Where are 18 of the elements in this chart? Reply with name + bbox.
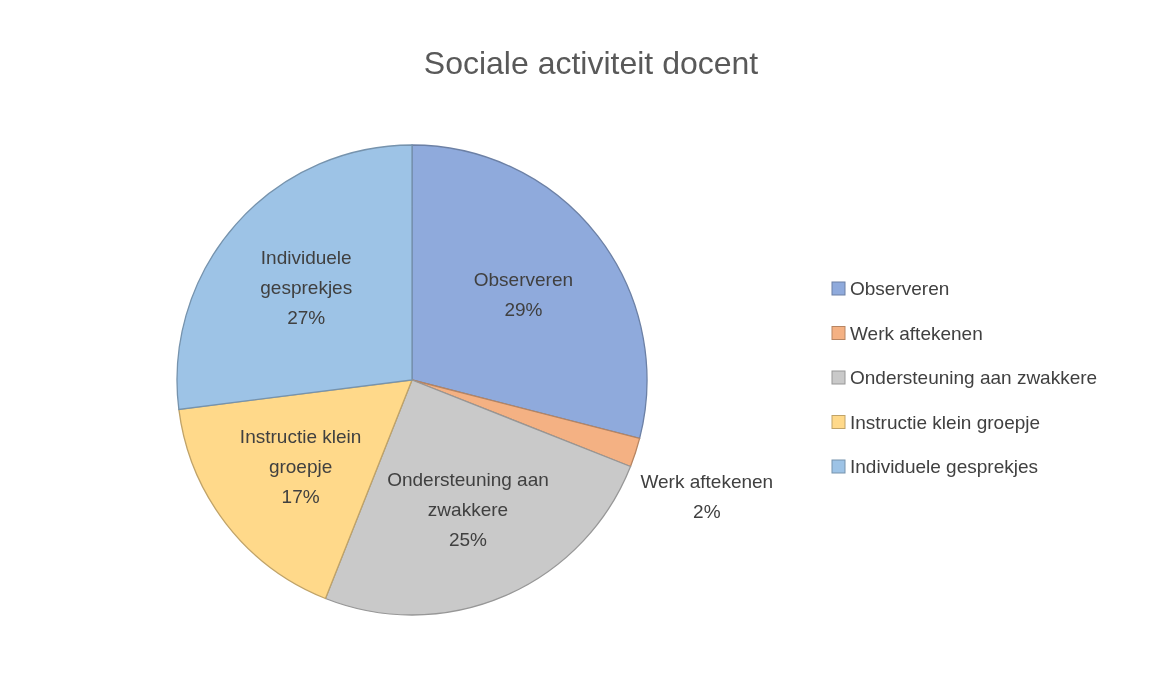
slice-label: Instructie klein groepje: [239, 426, 362, 478]
data-label: 27%: [287, 306, 326, 328]
legend-label: Observeren: [850, 278, 950, 299]
legend-label: Instructie klein groepje: [850, 411, 1041, 433]
legend-label: Individuele gesprekjes: [850, 456, 1039, 477]
pie-slice: [411, 144, 648, 440]
slice-label: Individuele gesprekjes: [260, 246, 353, 298]
chart-title: Sociale activiteit docent: [423, 45, 759, 81]
data-label: 29%: [504, 298, 543, 320]
slice-label: Observeren: [473, 268, 574, 290]
legend-label: Werk aftekenen: [850, 322, 983, 344]
data-label: 2%: [693, 500, 721, 522]
data-label: 25%: [448, 529, 488, 551]
legend-label: Ondersteuning aan zwakkere: [850, 367, 1098, 388]
slice-label: Ondersteuning aan zwakkere: [387, 469, 549, 521]
data-label: 17%: [281, 486, 320, 508]
pie-slice: [176, 144, 413, 411]
slice-label: Werk aftekenen: [640, 470, 774, 492]
